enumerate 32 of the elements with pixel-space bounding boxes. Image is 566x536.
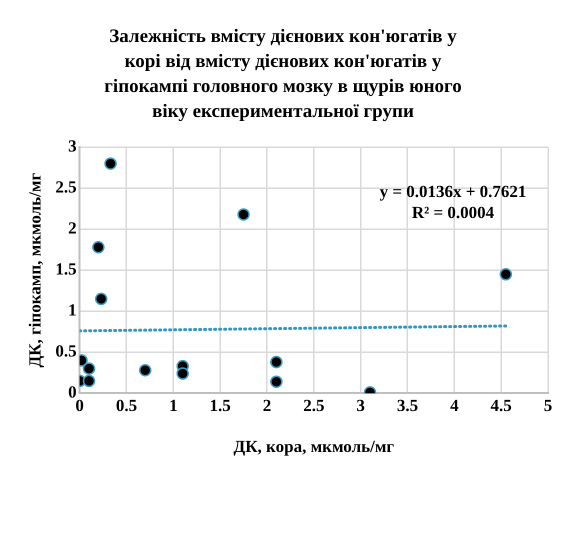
point xyxy=(138,364,152,376)
x-tick-label: 2 xyxy=(262,396,272,415)
point xyxy=(270,375,283,388)
x-tick-label: 2.5 xyxy=(303,396,324,415)
x-tick-label: 1 xyxy=(169,396,178,415)
point xyxy=(82,362,96,375)
point xyxy=(500,268,512,281)
y-tick-label: 0.5 xyxy=(55,342,77,361)
x-tick-label: 0.5 xyxy=(116,396,138,415)
point xyxy=(82,374,96,388)
x-tick-label: 5 xyxy=(544,396,552,415)
y-tick-label: 0 xyxy=(68,382,77,402)
x-tick-label: 3 xyxy=(356,396,365,415)
y-tick-label: 1 xyxy=(68,300,77,320)
chart-title: Залежність вмісту дієнових кон'югатів у корі від вмісту дієнових кон'югатів у гіпокампі головного мозку в щурів юного віку експериментальної групи xyxy=(103,25,463,124)
x-tick-label: 3.5 xyxy=(396,396,418,415)
point xyxy=(176,367,189,380)
y-tick-label: 2 xyxy=(68,218,77,238)
x-tick-label: 1.5 xyxy=(210,396,231,415)
x-tick-label: 4 xyxy=(450,396,460,415)
point xyxy=(237,208,250,221)
y-axis-title: ДК, гіпокамп, мкмоль/мг xyxy=(26,172,45,368)
point xyxy=(92,240,105,254)
x-axis-title: ДК, кора, мкмоль/мг xyxy=(234,437,394,456)
x-tick-label: 4.5 xyxy=(490,396,512,415)
y-tick-label: 3 xyxy=(68,136,77,156)
annotation: y = 0.0136x + 0.7621 R² = 0.0004 xyxy=(380,182,526,222)
point xyxy=(104,157,117,170)
point xyxy=(94,292,108,306)
point xyxy=(270,356,283,368)
y-tick-label: 2.5 xyxy=(55,178,77,197)
y-tick-label: 1.5 xyxy=(55,260,77,279)
